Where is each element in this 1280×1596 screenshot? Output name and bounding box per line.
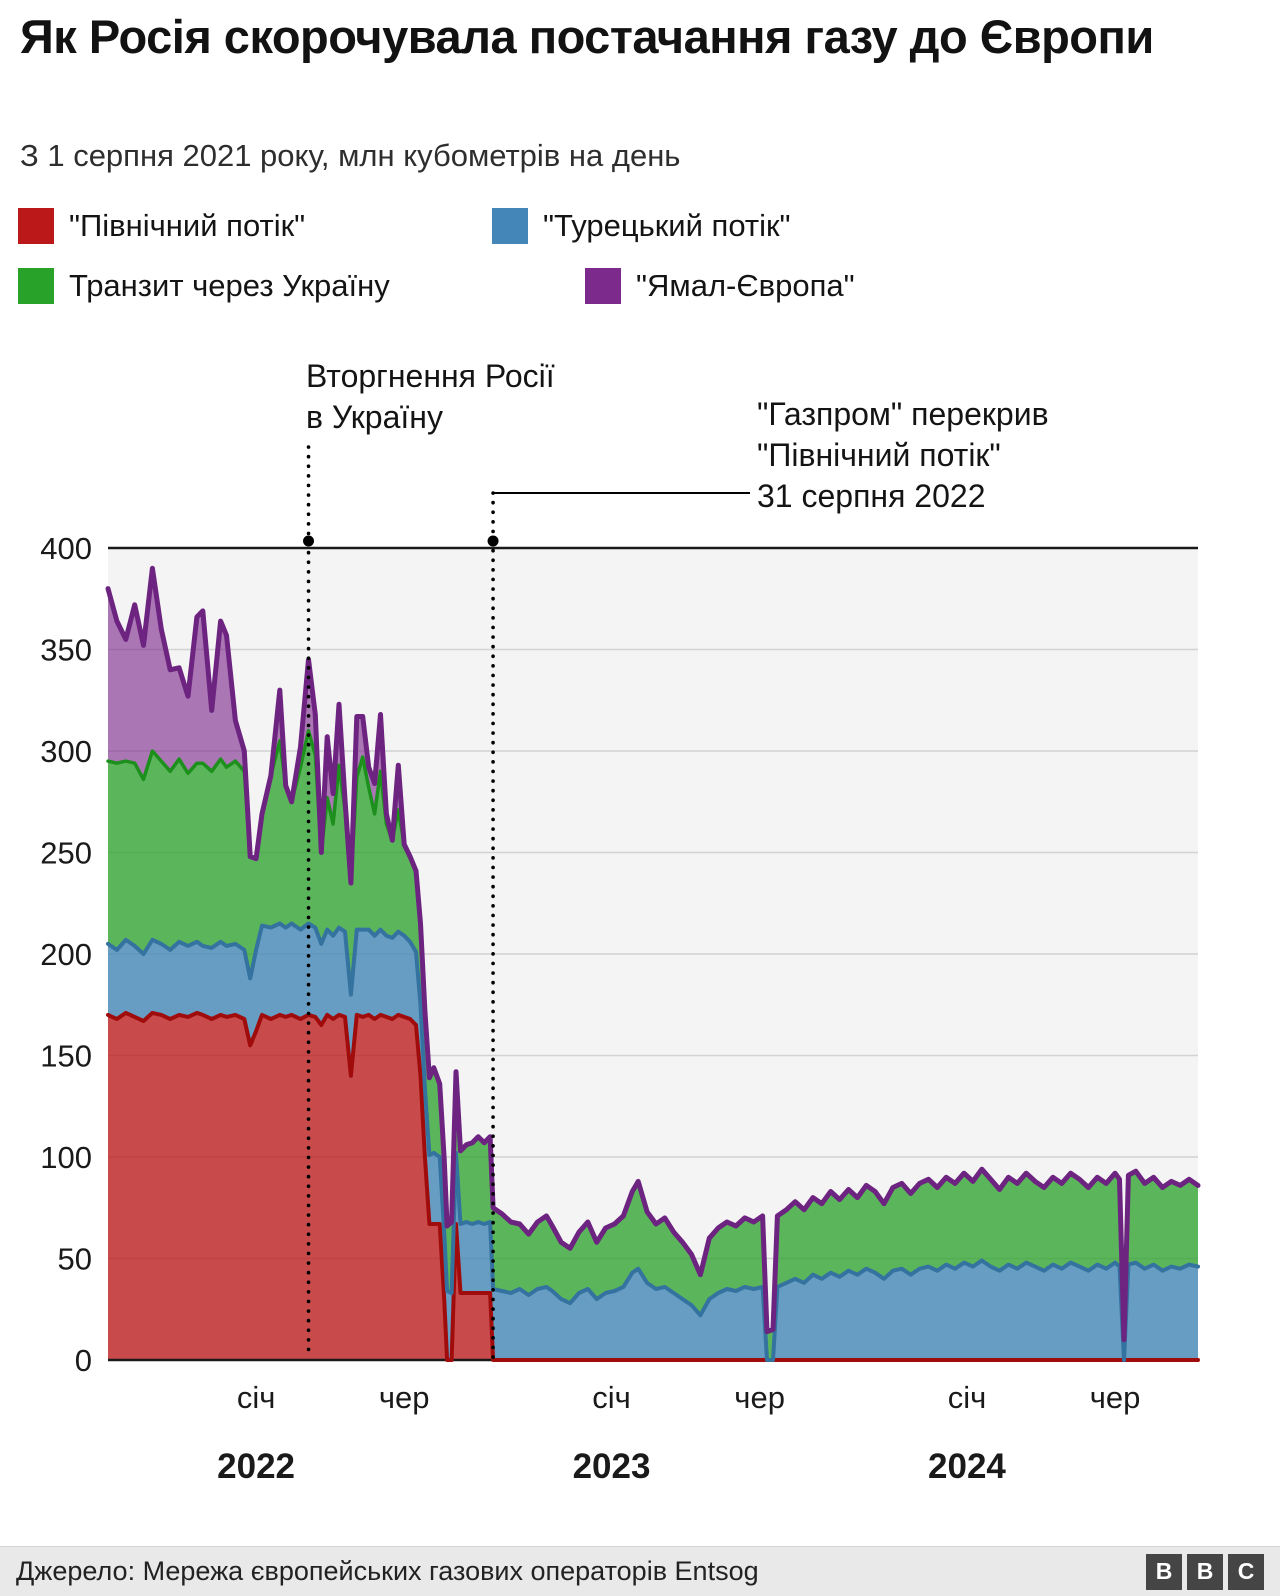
y-tick-label: 150: [40, 1039, 92, 1074]
chart-subtitle: З 1 серпня 2021 року, млн кубометрів на …: [20, 138, 681, 173]
x-tick-label: січ: [237, 1380, 276, 1415]
legend-swatch-nord-stream: [18, 208, 54, 244]
x-tick-label: січ: [592, 1380, 631, 1415]
legend-swatch-turkstream: [492, 208, 528, 244]
area-series-1: [108, 923, 1198, 1360]
legend-swatch-yamal-europe: [585, 268, 621, 304]
line-series-3: [105, 565, 1201, 1343]
annotation-invasion-line2: в Україну: [306, 399, 443, 435]
y-tick-label: 250: [40, 836, 92, 871]
x-tick-label: чер: [379, 1380, 430, 1415]
area-series-0: [108, 1012, 1198, 1360]
annotation-invasion: Вторгнення Росії в Україну: [306, 356, 555, 438]
x-year-label: 2024: [928, 1447, 1006, 1486]
annotation-gazprom-line2: "Північний потік": [757, 437, 1001, 473]
y-tick-label: 50: [58, 1242, 92, 1277]
legend-item-turkstream: "Турецький потік": [492, 208, 791, 244]
legend-item-yamal-europe: "Ямал-Європа": [585, 268, 855, 304]
page-title: Як Росія скорочувала постачання газу до …: [20, 10, 1154, 63]
line-series-0: [106, 1010, 1200, 1362]
annotation-invasion-line1: Вторгнення Росії: [306, 358, 555, 394]
x-tick-label: січ: [948, 1380, 987, 1415]
y-tick-label: 0: [75, 1343, 92, 1378]
legend-label-nord-stream: "Північний потік": [69, 208, 306, 243]
bbc-logo-block-b1: B: [1146, 1553, 1182, 1590]
y-tick-label: 300: [40, 734, 92, 769]
y-tick-label: 350: [40, 633, 92, 668]
legend-item-ukraine-transit: Транзит через Україну: [18, 268, 390, 304]
source-text: Джерело: Мережа європейських газових опе…: [16, 1556, 759, 1586]
x-tick-label: чер: [1090, 1380, 1141, 1415]
y-tick-label: 400: [40, 531, 92, 566]
annotation-gazprom-line1: "Газпром" перекрив: [757, 396, 1049, 432]
bbc-logo-block-c: C: [1228, 1553, 1264, 1590]
gazprom-line-dot: [487, 535, 499, 547]
invasion-line-dot: [303, 535, 315, 547]
legend-label-turkstream: "Турецький потік": [543, 208, 791, 243]
x-year-label: 2023: [573, 1447, 651, 1486]
legend-label-ukraine-transit: Транзит через Україну: [69, 268, 390, 303]
x-year-label: 2022: [217, 1447, 295, 1486]
bbc-logo: B B C: [1146, 1553, 1264, 1590]
legend-label-yamal-europe: "Ямал-Європа": [636, 268, 855, 303]
annotation-gazprom-shutoff: "Газпром" перекрив "Північний потік" 31 …: [757, 394, 1049, 517]
x-tick-label: чер: [734, 1380, 785, 1415]
legend-item-nord-stream: "Північний потік": [18, 208, 305, 244]
legend-swatch-ukraine-transit: [18, 268, 54, 304]
area-series-3: [108, 568, 1198, 1340]
area-series-2: [108, 730, 1198, 1360]
bbc-logo-block-b2: B: [1187, 1553, 1223, 1590]
y-tick-label: 100: [40, 1140, 92, 1175]
y-tick-label: 200: [40, 937, 92, 972]
line-series-1: [106, 921, 1200, 1362]
footer: Джерело: Мережа європейських газових опе…: [0, 1546, 1280, 1596]
annotation-gazprom-line3: 31 серпня 2022: [757, 478, 986, 514]
